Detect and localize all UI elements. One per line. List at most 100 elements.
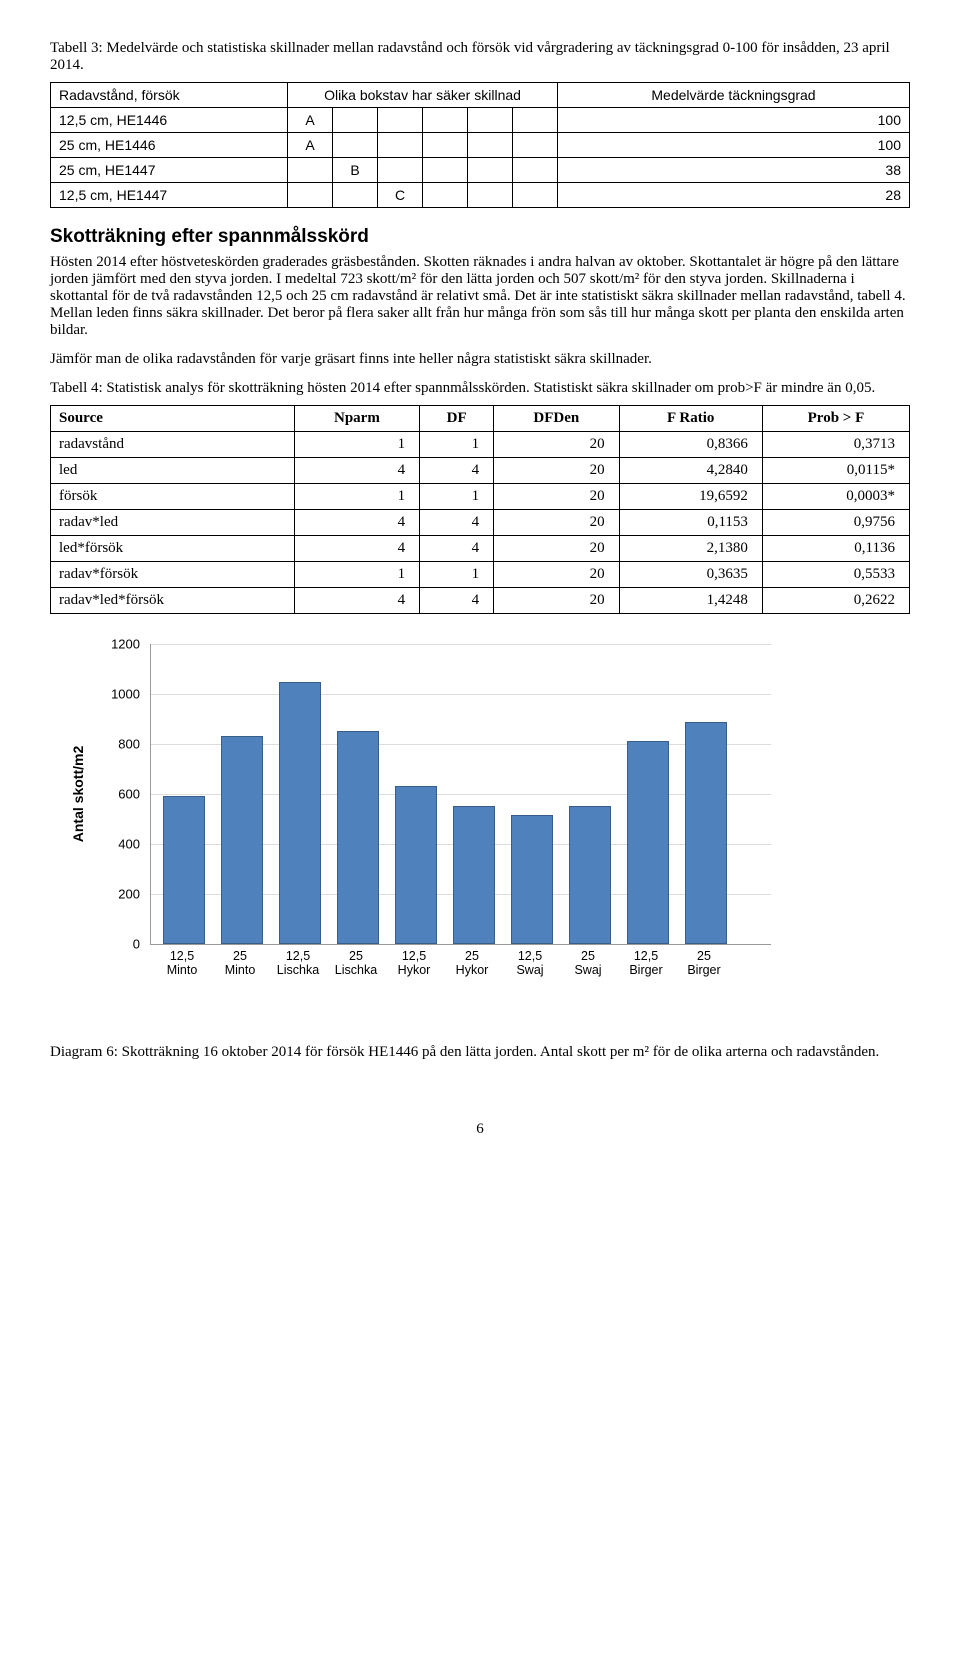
num-cell: 1 (420, 484, 494, 510)
x-label: 25Minto (211, 949, 269, 977)
letter-cell (423, 183, 468, 208)
letter-cell (513, 133, 558, 158)
t1-h1: Radavstånd, försök (51, 83, 288, 108)
table-row: 12,5 cm, HE1446A100 (51, 108, 910, 133)
source-cell: radav*led (51, 510, 295, 536)
x-label: 12,5Minto (153, 949, 211, 977)
bar (279, 682, 321, 944)
t2-header: F Ratio (619, 406, 762, 432)
y-tick-label: 1200 (90, 637, 140, 652)
num-cell: 1,4248 (619, 588, 762, 614)
x-label: 25Hykor (443, 949, 501, 977)
para1: Hösten 2014 efter höstveteskörden grader… (50, 254, 910, 339)
row-label: 25 cm, HE1447 (51, 158, 288, 183)
x-label: 25Lischka (327, 949, 385, 977)
table-row: radavstånd11200,83660,3713 (51, 432, 910, 458)
letter-cell (378, 158, 423, 183)
t2-header: DF (420, 406, 494, 432)
num-cell: 20 (494, 510, 620, 536)
table-row: försök112019,65920,0003* (51, 484, 910, 510)
y-tick-label: 200 (90, 887, 140, 902)
num-cell: 1 (294, 432, 420, 458)
table2-caption: Tabell 4: Statistisk analys för skotträk… (50, 380, 910, 397)
bar (569, 806, 611, 944)
para2: Jämför man de olika radavstånden för var… (50, 351, 910, 368)
letter-cell (423, 133, 468, 158)
bar (627, 741, 669, 944)
y-tick-label: 0 (90, 937, 140, 952)
num-cell: 1 (420, 562, 494, 588)
num-cell: 20 (494, 562, 620, 588)
letter-cell: C (378, 183, 423, 208)
num-cell: 4 (420, 536, 494, 562)
num-cell: 4 (420, 510, 494, 536)
grid-line (151, 644, 771, 645)
letter-cell (513, 183, 558, 208)
bar (453, 806, 495, 944)
num-cell: 1 (294, 562, 420, 588)
num-cell: 1 (294, 484, 420, 510)
letter-cell (333, 133, 378, 158)
bar (163, 796, 205, 944)
y-tick-label: 1000 (90, 687, 140, 702)
letter-cell (468, 158, 513, 183)
bar (685, 722, 727, 944)
letter-cell (423, 108, 468, 133)
value-cell: 38 (558, 158, 910, 183)
num-cell: 0,0115* (762, 458, 909, 484)
num-cell: 20 (494, 432, 620, 458)
source-cell: försök (51, 484, 295, 510)
bar (511, 815, 553, 945)
letter-cell (423, 158, 468, 183)
x-label: 12,5Swaj (501, 949, 559, 977)
x-label: 25Swaj (559, 949, 617, 977)
letter-cell (378, 133, 423, 158)
source-cell: led (51, 458, 295, 484)
x-label: 12,5Hykor (385, 949, 443, 977)
table1: Radavstånd, försök Olika bokstav har säk… (50, 82, 910, 208)
t2-header: Prob > F (762, 406, 909, 432)
num-cell: 0,5533 (762, 562, 909, 588)
letter-cell (468, 108, 513, 133)
letter-cell: A (288, 108, 333, 133)
t2-header: Source (51, 406, 295, 432)
page-number: 6 (50, 1121, 910, 1138)
table-row: led*försök44202,13800,1136 (51, 536, 910, 562)
table-row: 25 cm, HE1447B38 (51, 158, 910, 183)
value-cell: 100 (558, 133, 910, 158)
diagram-caption: Diagram 6: Skotträkning 16 oktober 2014 … (50, 1044, 910, 1061)
grid-line (151, 694, 771, 695)
num-cell: 2,1380 (619, 536, 762, 562)
section-heading: Skotträkning efter spannmålsskörd (50, 226, 910, 248)
bar-chart: Antal skott/m2 020040060080010001200 12,… (90, 644, 810, 1024)
y-tick-label: 600 (90, 787, 140, 802)
source-cell: radav*led*försök (51, 588, 295, 614)
num-cell: 4,2840 (619, 458, 762, 484)
x-label: 25Birger (675, 949, 733, 977)
num-cell: 0,8366 (619, 432, 762, 458)
table-row: 12,5 cm, HE1447C28 (51, 183, 910, 208)
num-cell: 0,1153 (619, 510, 762, 536)
value-cell: 28 (558, 183, 910, 208)
num-cell: 4 (294, 588, 420, 614)
num-cell: 20 (494, 484, 620, 510)
t2-header: Nparm (294, 406, 420, 432)
table-row: radav*led*försök44201,42480,2622 (51, 588, 910, 614)
num-cell: 4 (294, 510, 420, 536)
bar (337, 731, 379, 944)
letter-cell (333, 183, 378, 208)
num-cell: 0,9756 (762, 510, 909, 536)
letter-cell (513, 108, 558, 133)
bar (221, 736, 263, 944)
row-label: 25 cm, HE1446 (51, 133, 288, 158)
source-cell: led*försök (51, 536, 295, 562)
num-cell: 4 (420, 588, 494, 614)
letter-cell: A (288, 133, 333, 158)
num-cell: 4 (294, 458, 420, 484)
x-label: 12,5Birger (617, 949, 675, 977)
table1-caption: Tabell 3: Medelvärde och statistiska ski… (50, 40, 910, 74)
num-cell: 4 (420, 458, 494, 484)
table2: SourceNparmDFDFDenF RatioProb > F radavs… (50, 405, 910, 614)
y-tick-label: 400 (90, 837, 140, 852)
bar (395, 786, 437, 944)
